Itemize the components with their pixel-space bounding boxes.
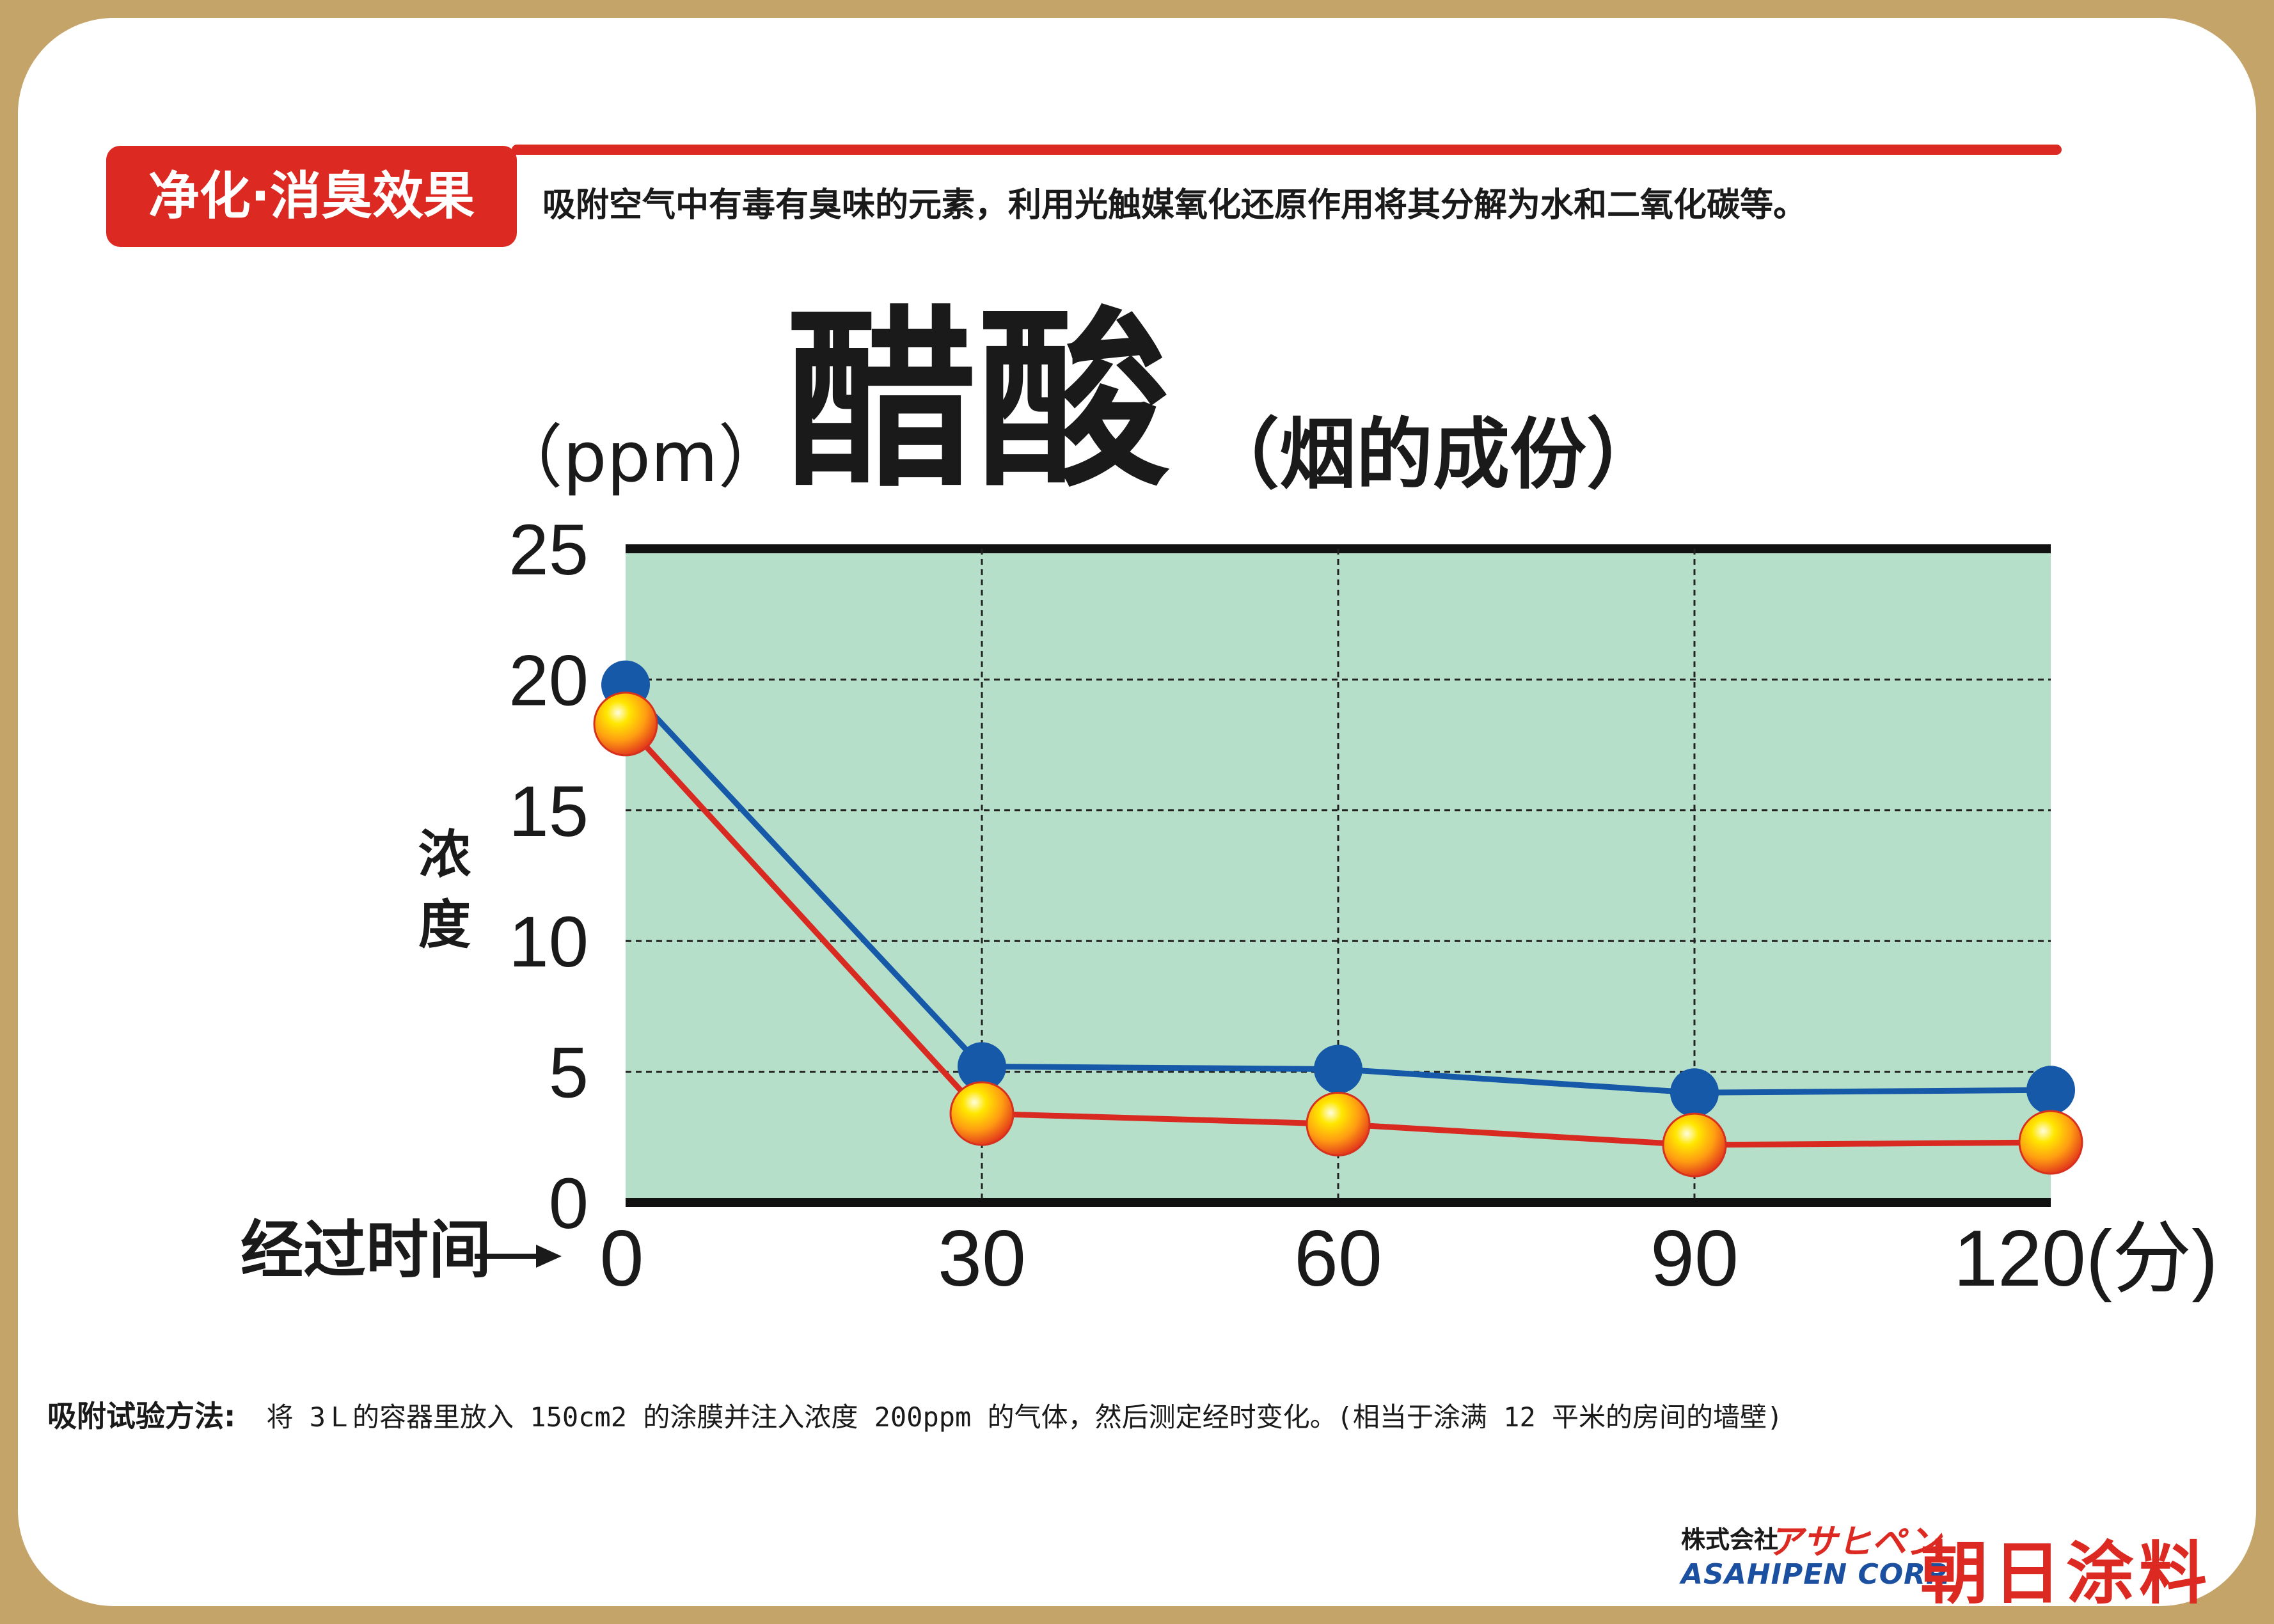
data-point-series-2 xyxy=(2018,1110,2083,1175)
data-point-series-1 xyxy=(1670,1068,1719,1117)
company-type: 株式会社 xyxy=(1681,1525,1779,1554)
y-tick-label: 10 xyxy=(509,902,588,982)
data-point-series-2 xyxy=(1662,1112,1727,1178)
y-tick-label: 20 xyxy=(509,640,588,720)
header-rule xyxy=(512,145,2062,155)
company-name-cn: 朝日涂料 xyxy=(1920,1534,2212,1613)
data-point-series-1 xyxy=(958,1042,1006,1091)
y-axis-label: 浓度 xyxy=(418,824,471,956)
y-tick-label: 0 xyxy=(549,1163,588,1243)
x-tick-label: 60 xyxy=(1294,1215,1382,1303)
y-axis-unit: （ppm） xyxy=(494,418,787,498)
method-text: 将 3Ｌ的容器里放入 150cm2 的涂膜并注入浓度 200ppm 的气体，然后… xyxy=(266,1401,1783,1433)
section-badge: 净化·消臭效果 xyxy=(106,146,517,247)
y-tick-label: 15 xyxy=(509,771,588,851)
chart-title: 醋酸 xyxy=(786,290,1169,513)
data-point-series-2 xyxy=(1306,1091,1371,1156)
x-tick-label: 0 xyxy=(600,1215,644,1303)
y-tick-label: 5 xyxy=(549,1033,588,1113)
brand-logo: アサヒペン xyxy=(1768,1522,1941,1562)
x-tick-label: 30 xyxy=(938,1215,1026,1303)
data-point-series-1 xyxy=(1314,1045,1362,1094)
company-name-en: ASAHIPEN CORP. xyxy=(1681,1558,1952,1591)
x-tick-label: 90 xyxy=(1650,1215,1739,1303)
data-point-series-1 xyxy=(2026,1066,2075,1115)
section-description: 吸附空气中有毒有臭味的元素，利用光触媒氧化还原作用将其分解为水和二氧化碳等。 xyxy=(542,186,1807,225)
data-point-series-2 xyxy=(593,691,658,757)
arrow-right-icon xyxy=(475,1245,562,1268)
y-tick-label: 25 xyxy=(509,510,588,590)
x-tick-label: 120(分) xyxy=(1954,1215,2218,1303)
line-chart: 0 5 10 15 20 25 0 30 60 90 120(分) xyxy=(509,510,2218,1303)
test-method-note: 吸附试验方法: 将 3Ｌ的容器里放入 150cm2 的涂膜并注入浓度 200pp… xyxy=(47,1393,1783,1435)
x-axis-label: 经过时间 xyxy=(241,1214,492,1287)
chart-subtitle: （烟的成份） xyxy=(1203,411,1663,500)
data-point-series-2 xyxy=(949,1081,1015,1146)
method-label: 吸附试验方法: xyxy=(47,1399,236,1433)
